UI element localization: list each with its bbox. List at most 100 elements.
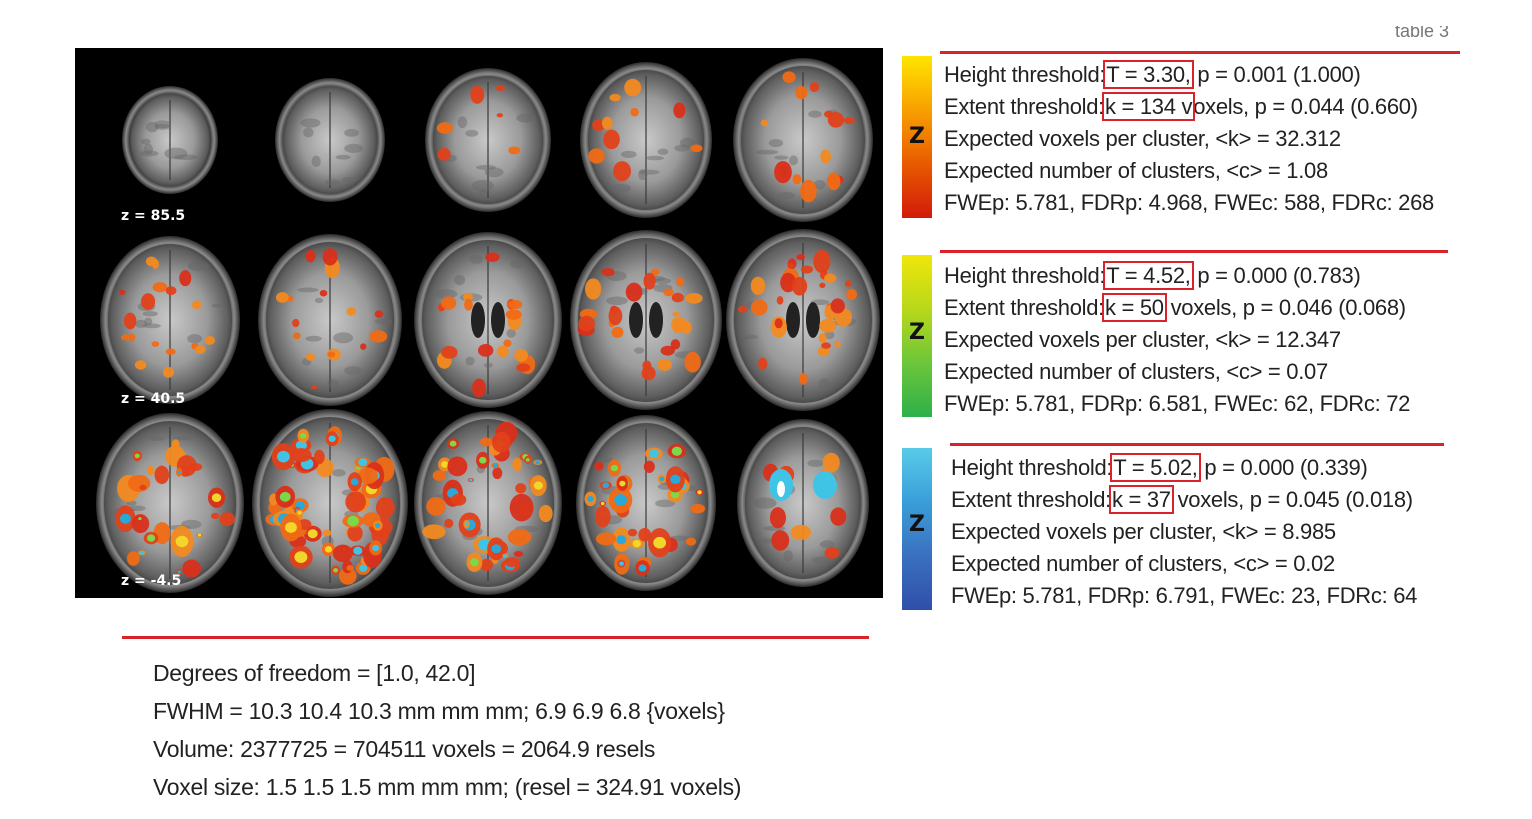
activation-blob <box>769 507 786 529</box>
activation-core <box>328 435 336 442</box>
gyrus <box>341 176 357 183</box>
activation-core <box>600 501 605 506</box>
gyrus <box>479 189 488 197</box>
gyrus <box>755 149 779 155</box>
activation-blob <box>737 306 748 313</box>
gyrus <box>483 362 494 368</box>
activation-blob <box>311 385 318 390</box>
brain-slice-montage: z = 85.5 z = 40.5 z = -4.5 <box>75 48 883 598</box>
activation-blob <box>194 345 206 354</box>
activation-blob <box>472 378 486 398</box>
activation-blob <box>369 330 388 343</box>
gyrus <box>314 297 324 304</box>
activation-blob <box>470 85 485 104</box>
expected-voxels-line: Expected voxels per cluster, <k> = 32.31… <box>944 126 1341 151</box>
gyrus <box>789 155 799 166</box>
activation-blob <box>346 307 357 316</box>
activation-core <box>638 564 647 572</box>
activation-blob <box>818 333 827 344</box>
activation-blob <box>822 452 840 473</box>
panel-divider <box>950 443 1444 446</box>
activation-blob <box>165 286 177 296</box>
gyrus <box>303 127 314 138</box>
activation-core <box>616 535 627 545</box>
activation-core <box>533 481 543 490</box>
gyrus <box>164 147 188 160</box>
ventricle <box>786 302 800 338</box>
activation-blob <box>145 256 157 267</box>
stats-divider <box>122 636 869 639</box>
gyrus <box>140 138 151 145</box>
gyrus <box>143 143 153 155</box>
activation-blob <box>800 265 813 274</box>
activation-blob <box>685 537 697 546</box>
activation-core <box>372 544 380 552</box>
activation-blob <box>447 456 468 477</box>
activation-blob <box>327 351 336 358</box>
activation-core <box>602 482 610 489</box>
ventricle <box>629 302 643 338</box>
gyrus <box>300 118 321 128</box>
activation-core <box>279 491 291 502</box>
ventricle <box>806 302 820 338</box>
gyrus <box>621 150 637 159</box>
activation-core <box>632 539 641 548</box>
ventricle <box>471 302 485 338</box>
activation-blob <box>463 292 473 302</box>
activation-blob <box>796 254 805 261</box>
activation-blob <box>126 551 140 566</box>
activation-blob <box>339 567 357 585</box>
fwhm-line: FWHM = 10.3 10.4 10.3 mm mm mm; 6.9 6.9 … <box>153 698 725 724</box>
activation-blob <box>601 268 615 277</box>
activation-core <box>479 456 487 464</box>
z-score-icon: Z <box>909 512 925 537</box>
activation-blob <box>834 341 841 348</box>
threshold-text: Height threshold:T = 4.52, p = 0.000 (0.… <box>944 260 1410 420</box>
activation-blob <box>182 559 201 578</box>
panel-divider <box>940 250 1448 253</box>
activation-blob <box>146 465 155 476</box>
activation-core <box>491 544 502 554</box>
gyrus <box>344 143 364 153</box>
activation-blob <box>441 296 457 310</box>
activation-blob <box>479 437 493 447</box>
gyrus <box>145 121 159 133</box>
fwe-fdr-line: FWEp: 5.781, FDRp: 6.581, FWEc: 62, FDRc… <box>944 391 1411 416</box>
activation-blob <box>787 263 795 269</box>
activation-blob <box>322 248 338 266</box>
activation-blob <box>492 467 503 480</box>
activation-core <box>671 446 682 456</box>
activation-blob <box>585 278 602 300</box>
activation-blob <box>627 528 638 537</box>
activation-blob <box>516 363 531 372</box>
activation-blob <box>422 524 446 540</box>
gyrus <box>811 556 834 564</box>
activation-blob <box>608 306 623 326</box>
activation-blob <box>538 504 553 523</box>
extent-threshold-label: Extent threshold: <box>951 487 1111 512</box>
gyrus <box>638 169 660 175</box>
activation-core <box>197 533 202 537</box>
gyrus <box>824 331 835 340</box>
activation-blob <box>204 336 216 345</box>
height-threshold-label: Height threshold: <box>944 62 1106 87</box>
activation-core <box>134 453 140 459</box>
activation-blob <box>496 345 509 358</box>
activation-blob <box>514 348 528 362</box>
activation-core <box>503 554 507 558</box>
gyrus <box>187 334 203 344</box>
activation-blob <box>791 276 808 296</box>
activation-blob <box>505 309 522 320</box>
gyrus <box>596 457 614 463</box>
activation-blob <box>139 484 147 491</box>
activation-blob <box>491 431 511 453</box>
height-threshold-value: T = 3.30, <box>1103 60 1194 89</box>
gyrus <box>344 128 360 137</box>
gyrus <box>332 469 346 477</box>
activation-blob <box>129 333 136 342</box>
activation-blob <box>151 341 160 347</box>
activation-core <box>175 535 189 548</box>
activation-blob <box>119 289 126 296</box>
gyrus <box>344 366 362 375</box>
activation-blob <box>624 78 642 97</box>
